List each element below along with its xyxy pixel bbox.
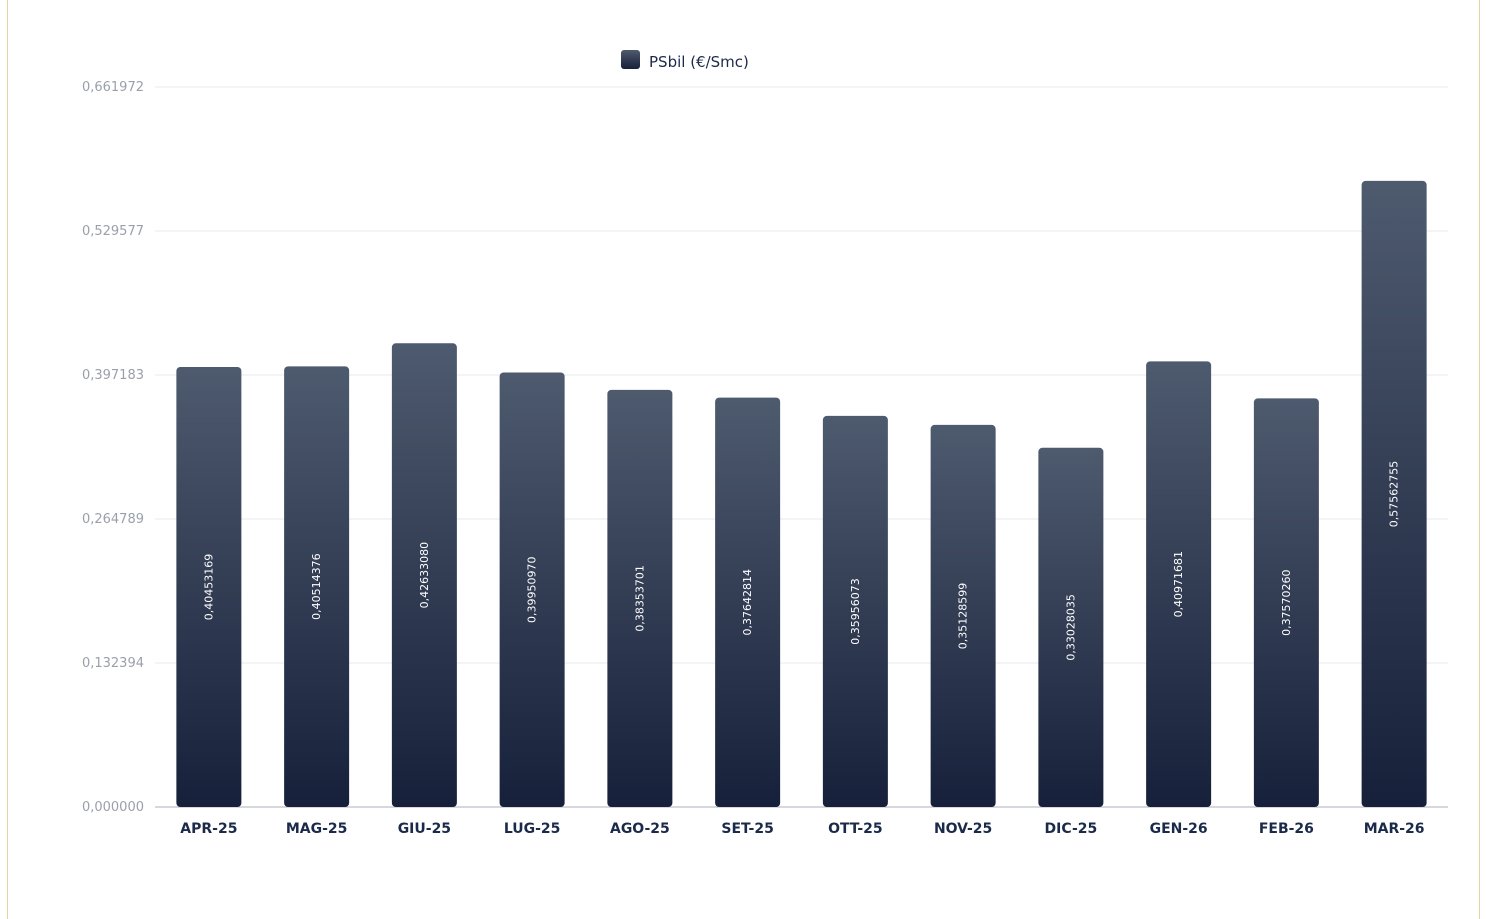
bar[interactable] [1253,398,1319,807]
y-tick-labels: 0,000000 0,132394 0,264789 0,397183 0,529577… [82,80,144,815]
x-tick-label: GEN-26 [1150,821,1208,837]
y-tick-label: 0,264789 [82,512,144,527]
bar[interactable] [1146,361,1212,807]
bar[interactable] [1361,180,1427,808]
x-tick-label: MAG-25 [286,821,348,837]
bar-value-label: 0,33028035 [1064,594,1077,660]
bar-value-label: 0,38353701 [633,565,646,631]
bar[interactable] [715,397,781,807]
bar[interactable] [499,372,565,807]
bar[interactable] [284,366,350,807]
x-tick-labels: APR-25 MAG-25 GIU-25 LUG-25 AGO-25 SET-25 OTT-… [180,821,1424,837]
bar[interactable] [176,367,242,807]
bar-value-label: 0,40514376 [310,553,323,619]
bar[interactable] [1038,447,1104,807]
y-tick-label: 0,132394 [82,656,144,671]
bar-value-label: 0,37570260 [1280,569,1293,635]
x-tick-label: OTT-25 [828,821,883,837]
bar-value-label: 0,39950970 [526,556,539,622]
bar-value-label: 0,57562755 [1388,461,1401,527]
legend-label: PSbil (€/Smc) [649,53,749,71]
y-tick-label: 0,529577 [82,224,144,239]
y-tick-label: 0,661972 [82,80,144,95]
x-tick-label: DIC-25 [1045,821,1098,837]
x-tick-label: FEB-26 [1259,821,1314,837]
x-tick-label: GIU-25 [398,821,451,837]
legend-swatch [621,50,640,69]
bar[interactable] [822,415,888,807]
bar-value-label: 0,35956073 [849,578,862,644]
bar[interactable] [391,343,457,807]
y-grid [155,86,1448,808]
bar[interactable] [930,424,996,807]
bar-value-label: 0,37642814 [741,569,754,635]
bar-value-label: 0,35128599 [957,583,970,649]
x-tick-label: NOV-25 [934,821,992,837]
bar[interactable] [607,389,673,807]
bar-value-label: 0,42633080 [418,542,431,608]
x-tick-label: MAR-26 [1364,821,1425,837]
bar-value-label: 0,40971681 [1172,551,1185,617]
x-tick-label: APR-25 [180,821,237,837]
bar-value-label: 0,40453169 [202,554,215,620]
x-tick-label: LUG-25 [504,821,561,837]
x-tick-label: SET-25 [721,821,773,837]
legend[interactable]: PSbil (€/Smc) [621,50,749,71]
y-tick-label: 0,000000 [82,800,144,815]
x-tick-label: AGO-25 [610,821,670,837]
y-tick-label: 0,397183 [82,368,144,383]
bars: 0,40453169 0,40514376 0,42633080 0,39950970… [176,180,1427,808]
